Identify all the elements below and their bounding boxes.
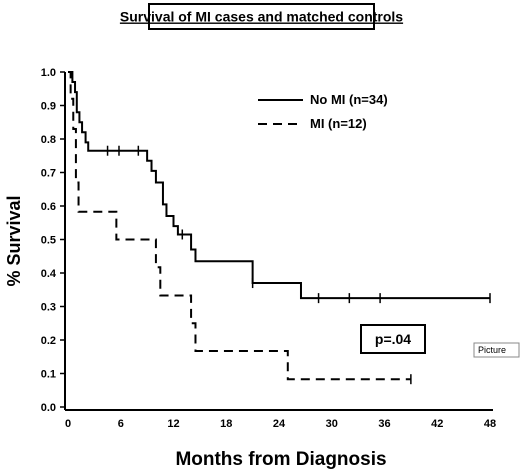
legend: No MI (n=34) MI (n=12)	[258, 92, 388, 131]
y-tick-label: 0.4	[41, 268, 57, 280]
y-tick-label: 0.1	[41, 369, 56, 381]
x-ticks: 0 6 12 18 24 30 36 42 48	[65, 418, 496, 430]
x-tick-label: 18	[220, 418, 232, 430]
y-tick-label: 1.0	[41, 67, 56, 79]
x-tick-label: 48	[484, 418, 496, 430]
y-tick-label: 0.7	[41, 168, 56, 180]
y-tick-label: 0.6	[41, 201, 56, 213]
x-tick-label: 12	[167, 418, 179, 430]
axes	[64, 72, 493, 411]
x-tick-label: 30	[326, 418, 338, 430]
x-tick-label: 42	[431, 418, 443, 430]
title-box	[148, 3, 375, 30]
legend-label-no-mi: No MI (n=34)	[310, 92, 388, 107]
y-axis-title: % Survival	[4, 195, 24, 286]
x-tick-label: 24	[273, 418, 286, 430]
p-value-box	[360, 324, 426, 354]
legend-label-mi: MI (n=12)	[310, 116, 367, 131]
y-tick-label: 0.9	[41, 101, 56, 113]
series-layer	[68, 71, 491, 385]
y-tick-label: 0.3	[41, 302, 56, 314]
x-tick-label: 0	[65, 418, 71, 430]
y-tick-label: 0.5	[41, 235, 56, 247]
x-tick-label: 36	[378, 418, 390, 430]
y-tick-label: 0.8	[41, 134, 56, 146]
chart-title: Survival of MI cases and matched control…	[120, 9, 403, 25]
y-tick-label: 0.2	[41, 335, 56, 347]
x-axis-title: Months from Diagnosis	[175, 449, 386, 470]
series-line-no-mi	[68, 71, 490, 300]
x-tick-label: 6	[118, 418, 124, 430]
picture-tag-box	[473, 342, 520, 358]
y-tick-label: 0.0	[41, 402, 56, 414]
y-ticks: 0.0 0.1 0.2 0.3 0.4 0.5 0.6 0.7 0.8 0.9 1.0	[41, 67, 65, 414]
p-value-label: p=.04	[375, 331, 411, 347]
picture-tag-label: Picture	[478, 345, 506, 355]
series-line-mi	[68, 71, 411, 381]
